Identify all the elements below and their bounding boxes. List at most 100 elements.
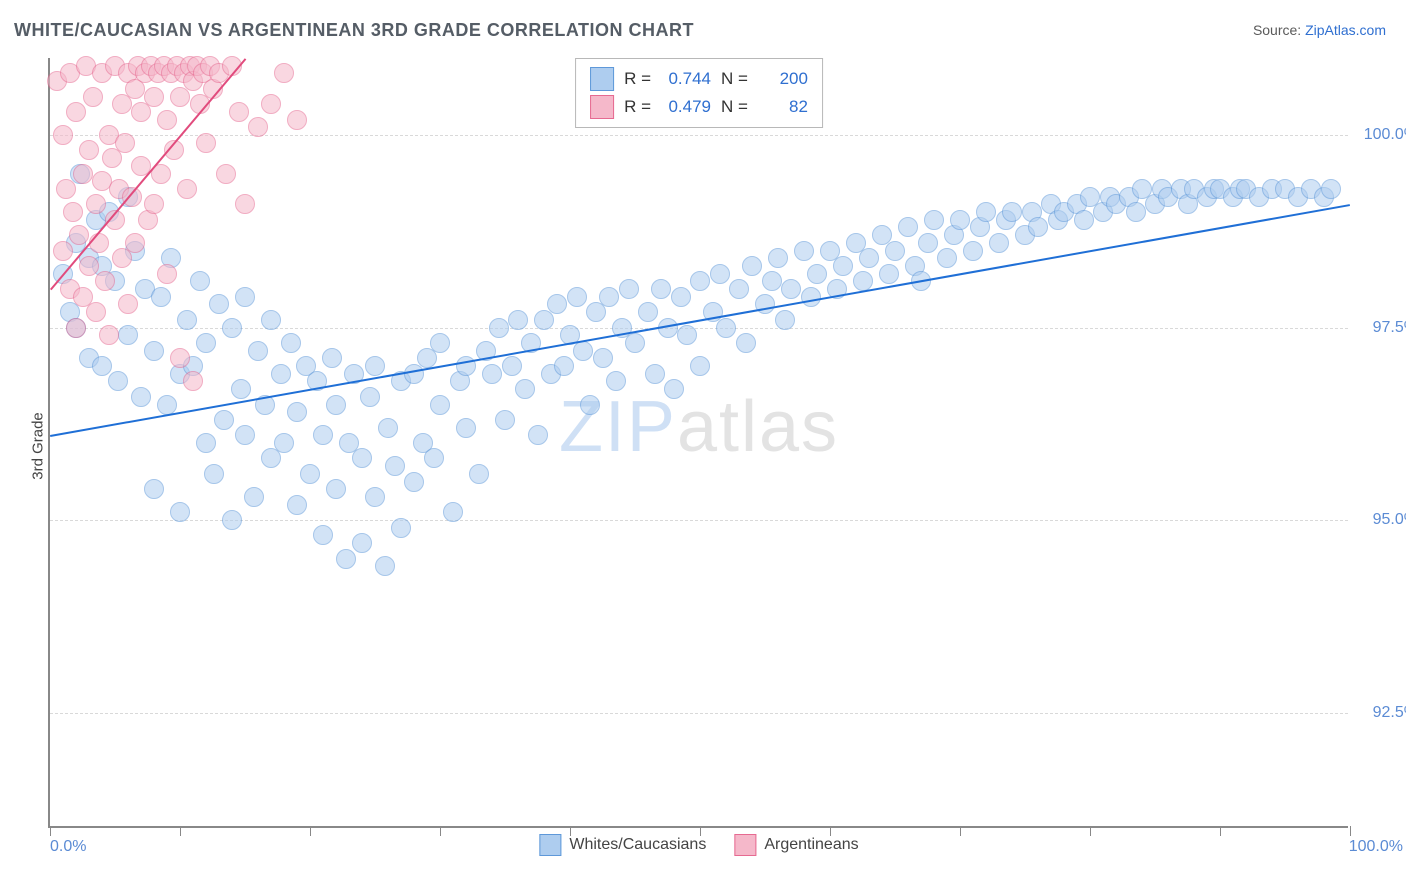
legend-row: R =0.744N =200 [590,65,808,93]
data-point [244,487,264,507]
x-tick [830,826,831,836]
data-point [729,279,749,299]
y-tick-label: 95.0% [1358,511,1406,529]
data-point [261,310,281,330]
legend-n-label: N = [721,69,748,89]
data-point [177,310,197,330]
data-point [86,302,106,322]
legend-r-label: R = [624,69,651,89]
legend-n-label: N = [721,97,748,117]
data-point [204,464,224,484]
data-point [365,356,385,376]
grid-line [50,713,1348,714]
y-tick-label: 97.5% [1358,319,1406,337]
data-point [885,241,905,261]
data-point [157,110,177,130]
data-point [322,348,342,368]
data-point [404,472,424,492]
data-point [99,325,119,345]
data-point [336,549,356,569]
y-axis-label: 3rd Grade [29,412,46,480]
data-point [108,371,128,391]
watermark-zip: ZIP [559,387,677,467]
data-point [274,63,294,83]
grid-line [50,328,1348,329]
legend-r-value: 0.744 [661,69,711,89]
data-point [235,425,255,445]
data-point [118,325,138,345]
data-point [66,318,86,338]
data-point [360,387,380,407]
y-tick-label: 92.5% [1358,704,1406,722]
data-point [95,271,115,291]
data-point [495,410,515,430]
data-point [287,495,307,515]
data-point [554,356,574,376]
data-point [229,102,249,122]
data-point [651,279,671,299]
data-point [690,356,710,376]
x-tick [570,826,571,836]
data-point [287,402,307,422]
data-point [671,287,691,307]
data-point [736,333,756,353]
data-point [144,87,164,107]
data-point [375,556,395,576]
legend-n-value: 82 [758,97,808,117]
data-point [976,202,996,222]
data-point [768,248,788,268]
data-point [619,279,639,299]
data-point [924,210,944,230]
x-tick [1350,826,1351,836]
x-tick [700,826,701,836]
legend-r-label: R = [624,97,651,117]
data-point [781,279,801,299]
data-point [794,241,814,261]
data-point [190,271,210,291]
data-point [567,287,587,307]
source-link[interactable]: ZipAtlas.com [1305,22,1386,38]
data-point [122,187,142,207]
series-legend: Whites/CaucasiansArgentineans [539,834,858,856]
data-point [801,287,821,307]
data-point [56,179,76,199]
data-point [833,256,853,276]
data-point [170,502,190,522]
data-point [352,448,372,468]
chart-container: WHITE/CAUCASIAN VS ARGENTINEAN 3RD GRADE… [0,0,1406,892]
legend-swatch [590,95,614,119]
grid-line [50,135,1348,136]
legend-swatch [734,834,756,856]
data-point [281,333,301,353]
data-point [573,341,593,361]
legend-swatch [539,834,561,856]
data-point [209,294,229,314]
data-point [638,302,658,322]
x-tick [1220,826,1221,836]
trend-line [50,204,1350,437]
data-point [79,140,99,160]
data-point [1126,202,1146,222]
y-tick-label: 100.0% [1358,126,1406,144]
data-point [989,233,1009,253]
data-point [196,333,216,353]
legend-label: Argentineans [764,836,858,854]
chart-title: WHITE/CAUCASIAN VS ARGENTINEAN 3RD GRADE… [14,20,694,41]
data-point [859,248,879,268]
legend-row: R = 0.479 N = 82 [590,93,808,121]
data-point [677,325,697,345]
data-point [593,348,613,368]
data-point [248,341,268,361]
data-point [1321,179,1341,199]
data-point [898,217,918,237]
plot-area: ZIPatlas R =0.744N =200R =0.479N =82 0.0… [48,58,1348,828]
data-point [235,287,255,307]
legend-r-value: 0.479 [661,97,711,117]
data-point [271,364,291,384]
legend-swatch [590,67,614,91]
x-tick [960,826,961,836]
data-point [125,233,145,253]
data-point [742,256,762,276]
data-point [115,133,135,153]
data-point [515,379,535,399]
